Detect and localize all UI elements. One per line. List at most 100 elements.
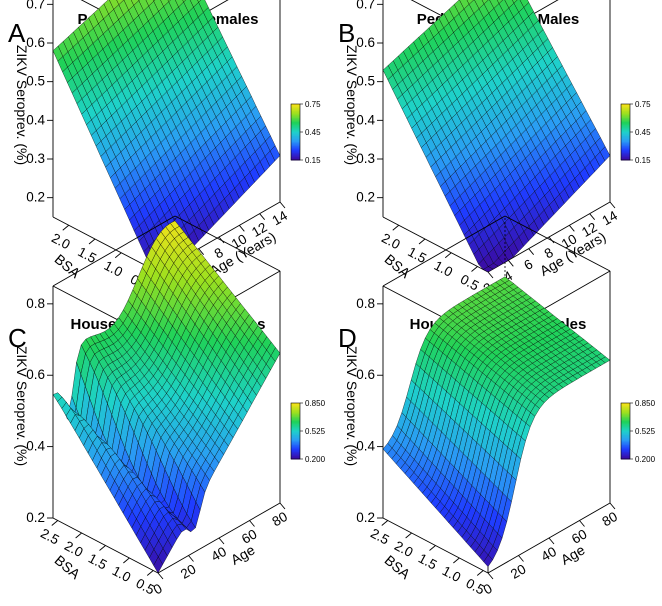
colorbar-band <box>291 439 300 442</box>
x-tick-label: 6 <box>521 256 535 273</box>
z-axis-label: ZIKV Seroprev. (%) <box>344 45 360 165</box>
colorbar-band <box>621 119 630 122</box>
colorbar-band <box>621 449 630 452</box>
z-tick-label: 0.6 <box>356 35 375 50</box>
panel-letter: B <box>338 18 355 48</box>
panel-letter: C <box>8 323 27 353</box>
x-tick <box>507 260 514 267</box>
colorbar-band <box>621 109 630 112</box>
z-tick-label: 0.8 <box>356 296 375 311</box>
x-axis-label: Age <box>228 541 258 567</box>
colorbar-band <box>291 419 300 422</box>
colorbar-band <box>621 151 630 154</box>
colorbar-tick-label: 0.850 <box>635 399 656 408</box>
colorbar-band <box>291 127 300 130</box>
colorbar-band <box>621 410 630 412</box>
z-axis-label: ZIKV Seroprev. (%) <box>14 45 30 165</box>
colorbar-band <box>291 104 300 106</box>
colorbar-band <box>291 130 300 133</box>
colorbar-band <box>621 442 630 445</box>
x-tick <box>528 248 535 255</box>
surface-cell <box>483 554 493 567</box>
colorbar-band <box>621 450 630 453</box>
colorbar-band <box>621 116 630 119</box>
colorbar-band <box>291 141 300 144</box>
colorbar-band <box>291 421 300 424</box>
colorbar-band <box>291 432 300 435</box>
colorbar-band <box>621 436 630 439</box>
x-tick <box>568 225 575 232</box>
y-tick-label: 1.0 <box>440 563 464 585</box>
y-tick-label: 2.0 <box>379 230 403 252</box>
z-tick-label: 0.8 <box>26 296 45 311</box>
y-tick-label: 0.5 <box>134 575 158 597</box>
y-tick-label: 2.5 <box>38 525 62 547</box>
colorbar-band <box>621 133 630 136</box>
colorbar-band <box>621 157 630 160</box>
colorbar-band <box>291 447 300 450</box>
colorbar-band <box>621 446 630 449</box>
y-tick <box>381 520 389 526</box>
z-tick-label: 0.6 <box>26 35 45 50</box>
x-tick <box>609 201 616 209</box>
colorbar-band <box>621 403 630 405</box>
colorbar: 0.850 0.525 0.200 <box>290 399 326 464</box>
colorbar-tick-label: 0.525 <box>305 427 326 436</box>
box-edge <box>504 215 611 272</box>
colorbar-band <box>621 418 630 421</box>
colorbar-band <box>291 119 300 122</box>
colorbar-band <box>621 419 630 422</box>
x-tick-label: 40 <box>538 544 559 565</box>
box-edge <box>52 215 176 287</box>
z-tick-label: 0.2 <box>356 190 375 205</box>
colorbar-band <box>291 415 300 418</box>
colorbar-band <box>621 433 630 436</box>
colorbar-band <box>291 452 300 454</box>
colorbar-band <box>621 126 630 129</box>
colorbar-band <box>291 422 300 425</box>
x-tick-label: 14 <box>599 208 620 229</box>
colorbar-band <box>621 421 630 424</box>
colorbar-band <box>291 414 300 417</box>
colorbar-band <box>291 417 300 419</box>
x-tick-label: 12 <box>249 220 270 241</box>
colorbar-band <box>291 144 300 147</box>
colorbar-band <box>621 407 630 410</box>
y-tick <box>444 252 452 259</box>
x-tick <box>487 271 494 279</box>
colorbar-band <box>291 140 300 143</box>
colorbar-band <box>291 106 300 109</box>
y-tick <box>471 266 478 272</box>
colorbar-band <box>291 111 300 113</box>
colorbar-band <box>291 157 300 160</box>
x-tick-label: 80 <box>269 509 290 530</box>
colorbar-band <box>291 133 300 136</box>
x-tick <box>238 225 245 232</box>
colorbar-band <box>621 452 630 454</box>
colorbar: 0.75 0.45 0.15 <box>620 100 651 165</box>
box-edge <box>52 216 159 273</box>
colorbar-band <box>291 153 300 155</box>
z-tick-label: 0.7 <box>356 0 375 11</box>
colorbar-band <box>291 436 300 439</box>
colorbar-band <box>621 153 630 155</box>
panel-letter: A <box>8 18 26 48</box>
colorbar-band <box>291 408 300 411</box>
colorbar-band <box>621 428 630 431</box>
colorbar-band <box>621 438 630 440</box>
colorbar-band <box>291 433 300 436</box>
y-tick-label: 2.0 <box>49 230 73 252</box>
colorbar-band <box>621 426 630 429</box>
z-tick-label: 0.2 <box>26 190 45 205</box>
colorbar-band <box>291 450 300 453</box>
x-tick-label: 80 <box>599 509 620 530</box>
colorbar-band <box>621 155 630 158</box>
colorbar-band <box>621 139 630 141</box>
colorbar-band <box>621 405 630 408</box>
colorbar-band <box>291 457 300 460</box>
colorbar-band <box>621 147 630 150</box>
colorbar-band <box>621 140 630 143</box>
x-tick <box>589 213 596 220</box>
z-tick-label: 0.5 <box>26 74 45 89</box>
z-tick-label: 0.3 <box>26 151 45 166</box>
